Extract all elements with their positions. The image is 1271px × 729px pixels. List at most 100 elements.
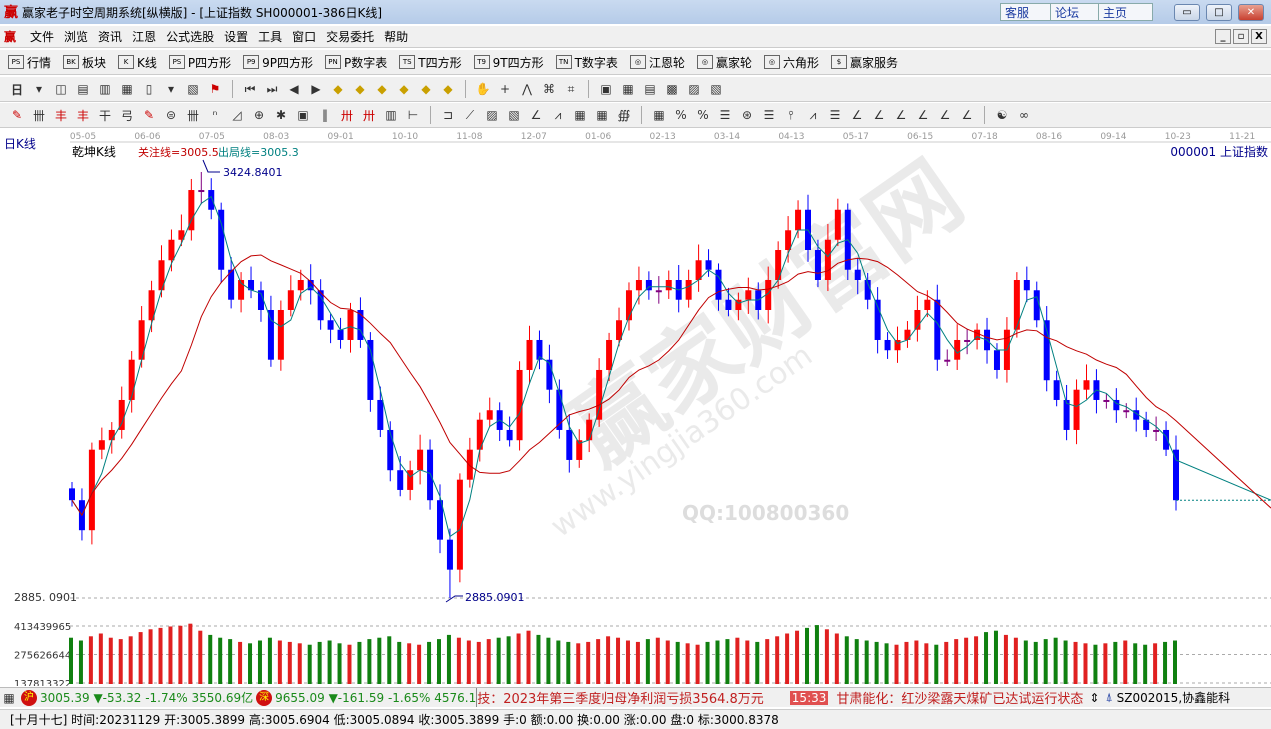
stock-alert[interactable]: SZ002015,协鑫能科: [1116, 691, 1231, 705]
tb2-tool-icon[interactable]: ▥: [99, 82, 111, 96]
tb3-tool-icon[interactable]: ⊕: [253, 108, 265, 122]
tb3-tool-icon[interactable]: ☰: [763, 108, 775, 122]
chevron-down-icon[interactable]: ▾: [35, 82, 43, 96]
tb3-tool-icon[interactable]: ⫯: [788, 107, 794, 122]
tb2-tool-icon[interactable]: ▾: [167, 82, 175, 96]
tb3-tool-icon[interactable]: ⟋: [465, 107, 475, 122]
tb3-tool-icon[interactable]: ⊛: [741, 108, 753, 122]
menu-window[interactable]: 窗口: [292, 30, 317, 44]
tb3-tool-icon[interactable]: 丰: [76, 108, 89, 123]
tb2-tool-icon[interactable]: ◆: [443, 82, 453, 96]
toolbar-item-9[interactable]: ◎ 江恩轮: [629, 54, 685, 71]
tb3-tool-icon[interactable]: ∠: [917, 108, 929, 122]
toolbar-item-11[interactable]: ◎ 六角形: [763, 54, 819, 71]
toolbar-item-3[interactable]: PS P四方形: [168, 54, 231, 71]
tb2-tool-icon[interactable]: ▨: [688, 82, 700, 96]
toolbar-item-6[interactable]: TS T四方形: [399, 54, 462, 71]
menu-gann[interactable]: 江恩: [132, 30, 157, 44]
tb3-tool-icon[interactable]: ▣: [297, 108, 309, 122]
tb2-tool-icon[interactable]: ⏮: [244, 81, 256, 96]
tb2-tool-icon[interactable]: ▶: [311, 82, 321, 96]
tb3-tool-icon[interactable]: ▦: [596, 108, 608, 122]
menu-formula[interactable]: 公式选股: [166, 30, 215, 44]
tb3-tool-icon[interactable]: ‖: [322, 108, 328, 122]
tb2-tool-icon[interactable]: ◫: [55, 82, 67, 96]
tb3-tool-icon[interactable]: ▥: [385, 108, 397, 122]
toolbar-item-0[interactable]: PS 行情: [8, 54, 51, 71]
toolbar-item-2[interactable]: K K线: [118, 54, 157, 71]
home-button[interactable]: 主页: [1098, 3, 1153, 21]
news-ticker-1[interactable]: 技：2023年第三季度归母净利润亏损3564.8万元: [476, 688, 764, 707]
tb3-tool-icon[interactable]: ▨: [486, 108, 498, 122]
tb2-tool-icon[interactable]: ◆: [355, 82, 365, 96]
tb2-tool-icon[interactable]: ▦: [622, 82, 634, 96]
tb3-tool-icon[interactable]: ▦: [653, 108, 665, 122]
tb3-tool-icon[interactable]: 卅: [362, 108, 375, 123]
tb3-tool-icon[interactable]: ⩘: [809, 107, 817, 122]
tb3-tool-icon[interactable]: ∠: [895, 108, 907, 122]
menu-trade[interactable]: 交易委托: [326, 30, 375, 44]
mdi-minimize-button[interactable]: _: [1215, 29, 1231, 44]
kline-chart[interactable]: 05-05 06-06 07-05 08-03 09-01 10-10 11-08 12-07…: [0, 128, 1271, 690]
tb2-tool-icon[interactable]: ◆: [421, 82, 431, 96]
tb2-tool-icon[interactable]: +: [499, 82, 511, 96]
period-select[interactable]: 日: [10, 82, 23, 97]
tb3-tool-icon[interactable]: ⁿ: [212, 108, 218, 122]
tb2-tool-icon[interactable]: ⌘: [543, 82, 555, 96]
tb3-tool-icon[interactable]: ☰: [829, 108, 841, 122]
tb3-tool-icon[interactable]: ∠: [851, 108, 863, 122]
tb3-tool-icon[interactable]: %: [697, 108, 709, 122]
chart-area[interactable]: 05-05 06-06 07-05 08-03 09-01 10-10 11-08 12-07…: [0, 128, 1271, 690]
close-button[interactable]: ✕: [1238, 4, 1264, 21]
tb3-tool-icon[interactable]: ∰: [617, 108, 631, 122]
toolbar-item-12[interactable]: $ 赢家服务: [830, 54, 898, 71]
news-ticker-2[interactable]: 甘肃能化：红沙梁露天煤矿已达试运行状态: [836, 692, 1084, 707]
toolbar-item-8[interactable]: TN T数字表: [555, 54, 618, 71]
tb3-tool-icon[interactable]: 卌: [186, 108, 199, 123]
alert-icon[interactable]: ⍋: [1105, 690, 1113, 704]
menu-info[interactable]: 资讯: [98, 30, 123, 44]
tb2-tool-icon[interactable]: ▯: [145, 82, 153, 96]
tb3-tool-icon[interactable]: ∠: [939, 108, 951, 122]
tb3-tool-icon[interactable]: %: [675, 108, 687, 122]
tb3-tool-icon[interactable]: ∠: [873, 108, 885, 122]
maximize-button[interactable]: □: [1206, 4, 1232, 21]
tb3-tool-icon[interactable]: ⩘: [554, 107, 562, 122]
menu-help[interactable]: 帮助: [384, 30, 409, 44]
toolbar-item-10[interactable]: ◎ 赢家轮: [696, 54, 752, 71]
tb3-tool-icon[interactable]: ✎: [143, 108, 155, 122]
mdi-restore-button[interactable]: ▫: [1233, 29, 1249, 44]
tb3-tool-icon[interactable]: ⊜: [165, 108, 177, 122]
tb2-tool-icon[interactable]: ▧: [187, 82, 199, 96]
tb2-tool-icon[interactable]: ◆: [377, 82, 387, 96]
scroll-arrows-icon[interactable]: ⇕: [1089, 690, 1100, 705]
tb3-tool-icon[interactable]: 卌: [32, 108, 45, 123]
tb3-tool-icon[interactable]: 干: [98, 108, 111, 123]
tb3-tool-icon[interactable]: ☯: [996, 108, 1008, 122]
forum-button[interactable]: 论坛: [1050, 3, 1105, 21]
tb2-tool-icon[interactable]: ◆: [333, 82, 343, 96]
grid-icon[interactable]: ▦: [3, 690, 15, 705]
tb3-tool-icon[interactable]: ✱: [275, 108, 287, 122]
tb3-tool-icon[interactable]: ⊢: [407, 108, 419, 122]
tb3-tool-icon[interactable]: ∠: [530, 108, 542, 122]
tb2-tool-icon[interactable]: ✋: [475, 82, 491, 96]
menu-browse[interactable]: 浏览: [64, 30, 89, 44]
tb3-tool-icon[interactable]: ∠: [961, 108, 973, 122]
tb3-tool-icon[interactable]: 丰: [54, 108, 67, 123]
toolbar-item-1[interactable]: BK 板块: [63, 54, 106, 71]
menu-tools[interactable]: 工具: [258, 30, 283, 44]
tb2-tool-icon[interactable]: ▤: [644, 82, 656, 96]
tb2-tool-icon[interactable]: ◀: [289, 82, 299, 96]
indicator-name[interactable]: 乾坤K线: [72, 144, 116, 159]
minimize-button[interactable]: ▭: [1174, 4, 1200, 21]
tb2-tool-icon[interactable]: ▧: [710, 82, 722, 96]
tb2-tool-icon[interactable]: ▤: [77, 82, 89, 96]
tb3-tool-icon[interactable]: ∞: [1019, 108, 1029, 122]
tb3-tool-icon[interactable]: ☰: [719, 108, 731, 122]
menu-file[interactable]: 文件: [30, 30, 55, 44]
tb3-tool-icon[interactable]: ▧: [508, 108, 520, 122]
mdi-close-button[interactable]: X: [1251, 29, 1267, 44]
tb3-tool-icon[interactable]: ◿: [232, 108, 242, 122]
tb2-tool-icon[interactable]: ▦: [121, 82, 133, 96]
